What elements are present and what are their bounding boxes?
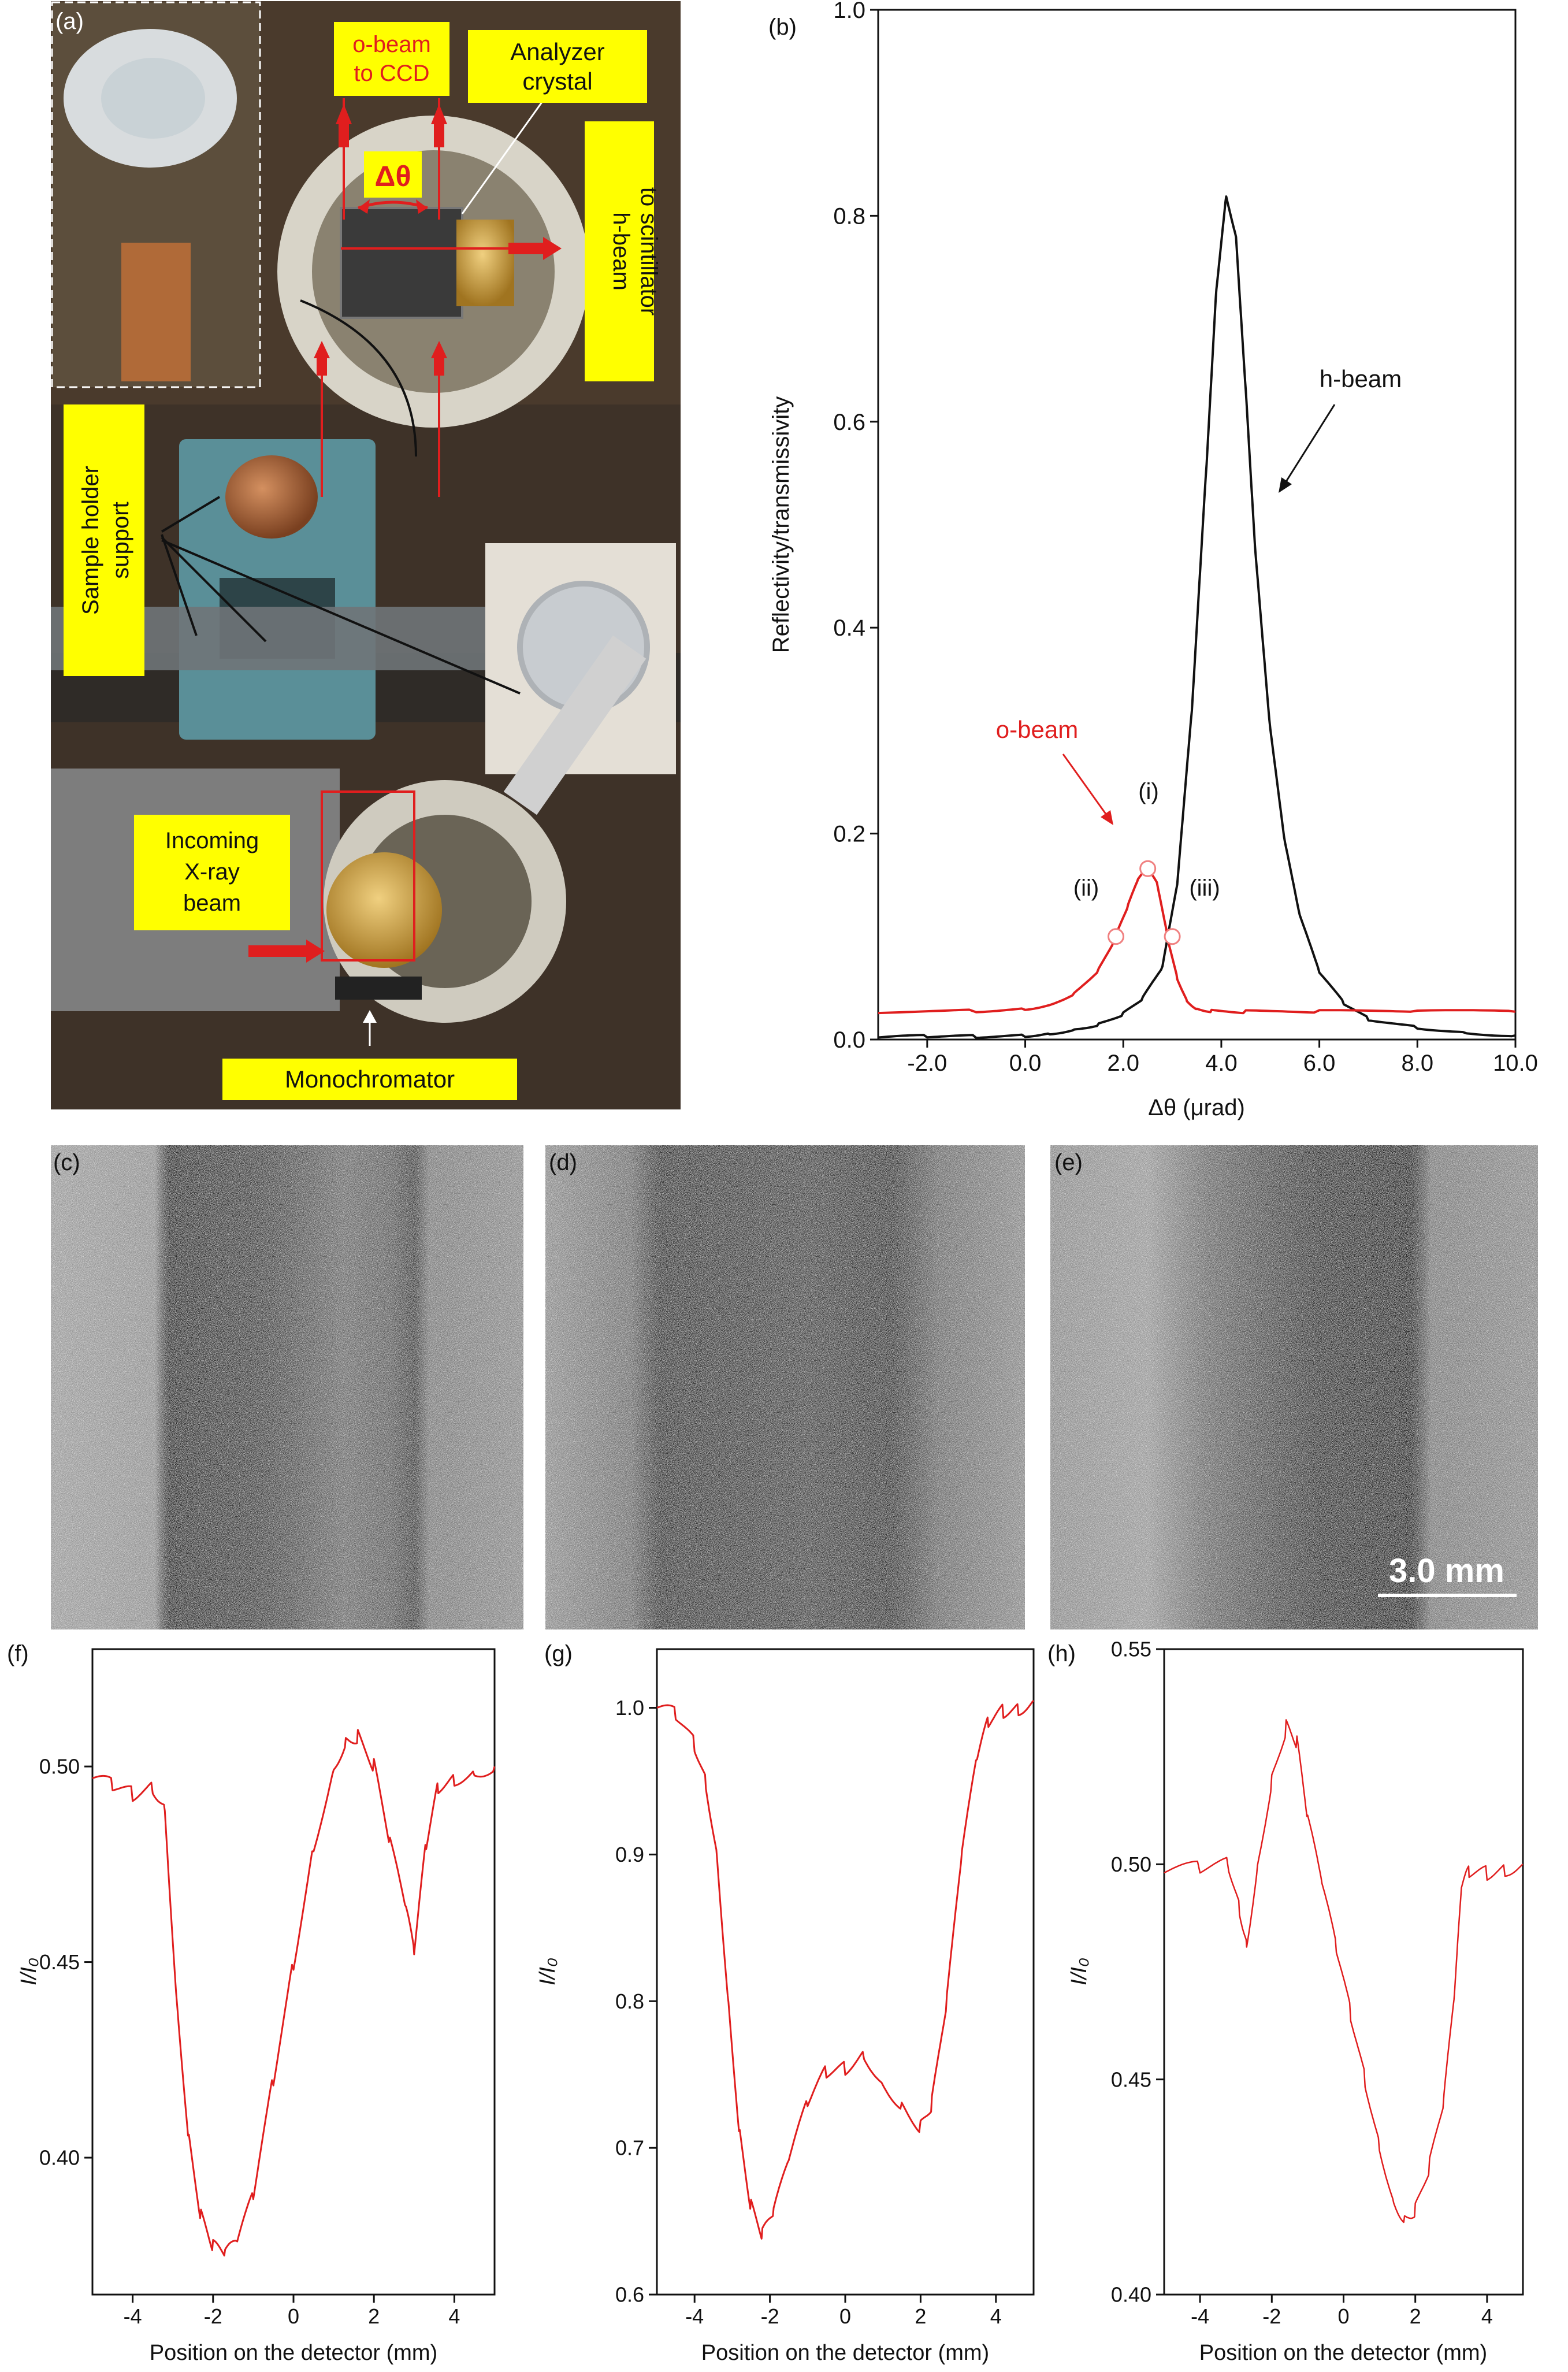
chart-b-xtick-label: 2.0 bbox=[1107, 1050, 1139, 1076]
chart-f-xtick-label: 4 bbox=[448, 2304, 460, 2328]
point-label-i: (i) bbox=[1138, 779, 1159, 804]
chart-h-xtick-label: 0 bbox=[1337, 2304, 1349, 2328]
label-to-scintillator: to scintillator bbox=[636, 187, 662, 315]
panel-label-c: (c) bbox=[53, 1150, 80, 1175]
chart-b-marked-point bbox=[1164, 928, 1181, 945]
chart-h-xtick-label: -4 bbox=[1191, 2304, 1209, 2328]
annotation-h-beam: h-beam bbox=[1320, 365, 1402, 392]
chart-f-xtick-label: -2 bbox=[204, 2304, 222, 2328]
chart-g-xtick-label: 0 bbox=[839, 2304, 851, 2328]
chart-b-xtick-label: 0.0 bbox=[1009, 1050, 1042, 1076]
chart-b-ytick-label: 0.8 bbox=[833, 203, 865, 229]
chart-g-ytick-label: 0.6 bbox=[615, 2283, 644, 2307]
chart-f-ylabel: I/I₀ bbox=[17, 1958, 41, 1985]
chart-f-xtick-label: -4 bbox=[124, 2304, 142, 2328]
point-label-iii: (iii) bbox=[1189, 875, 1220, 901]
chart-f-series-line bbox=[92, 1729, 496, 2256]
chart-h-xlabel: Position on the detector (mm) bbox=[1199, 2341, 1487, 2365]
chart-h-ylabel: I/I₀ bbox=[1067, 1958, 1091, 1985]
label-beam: beam bbox=[183, 890, 241, 916]
label-monochromator: Monochromator bbox=[285, 1066, 455, 1093]
chart-b-ytick-label: 0.4 bbox=[833, 615, 865, 641]
chart-f: (f) -4 -2 0 2 4 0.40 0.45 0.50 Position on the … bbox=[7, 1641, 496, 2365]
chart-g-xlabel: Position on the detector (mm) bbox=[701, 2341, 989, 2365]
label-sample-holder: Sample holder bbox=[78, 466, 103, 615]
label-to-ccd: to CCD bbox=[354, 61, 429, 86]
panel-label-g: (g) bbox=[544, 1641, 573, 1666]
chart-h: (h) -4 -2 0 2 4 0.40 0.45 0.50 0.55 Position on … bbox=[1047, 1638, 1524, 2365]
chart-g-xtick-label: -2 bbox=[761, 2304, 779, 2328]
panel-label-e: (e) bbox=[1054, 1150, 1083, 1175]
chart-b: (b) -2.0 0.0 2.0 4.0 6.0 8.0 10.0 0.0 0.2 0.4 0.6 0… bbox=[768, 0, 1538, 1120]
chart-b-marked-point bbox=[1139, 860, 1157, 877]
chart-f-ytick-label: 0.50 bbox=[39, 1755, 80, 1779]
chart-h-ytick-label: 0.55 bbox=[1111, 1638, 1151, 1661]
annotation-o-beam: o-beam bbox=[996, 716, 1078, 743]
chart-f-xtick-label: 0 bbox=[288, 2304, 299, 2328]
chart-f-ytick-label: 0.40 bbox=[39, 2146, 80, 2170]
chart-g: (g) -4 -2 0 2 4 0.6 0.7 0.8 0.9 1.0 Position on t… bbox=[536, 1641, 1035, 2365]
chart-b-series-line bbox=[878, 867, 1516, 1015]
chart-b-ytick-label: 0.2 bbox=[833, 822, 865, 847]
chart-h-ytick-label: 0.40 bbox=[1111, 2283, 1151, 2307]
chart-f-xtick-label: 2 bbox=[368, 2304, 380, 2328]
chart-h-ytick-label: 0.45 bbox=[1111, 2067, 1151, 2091]
chart-b-xtick-label: 10.0 bbox=[1493, 1050, 1538, 1076]
chart-g-series-line bbox=[656, 1699, 1035, 2240]
chart-b-xtick-label: 4.0 bbox=[1205, 1050, 1238, 1076]
chart-b-marked-point bbox=[1108, 928, 1125, 945]
label-x-ray: X-ray bbox=[184, 859, 240, 885]
chart-f-xlabel: Position on the detector (mm) bbox=[150, 2341, 437, 2365]
chart-g-ytick-label: 0.8 bbox=[615, 1989, 644, 2013]
label-delta-theta: Δθ bbox=[375, 160, 411, 192]
chart-g-xtick-label: 2 bbox=[915, 2304, 926, 2328]
label-incoming: Incoming bbox=[165, 828, 259, 853]
label-crystal: crystal bbox=[522, 68, 592, 95]
panel-label-d: (d) bbox=[549, 1150, 577, 1175]
panel-label-f: (f) bbox=[7, 1641, 29, 1666]
chart-g-ytick-label: 1.0 bbox=[615, 1696, 644, 1720]
panel-label-b: (b) bbox=[768, 14, 797, 40]
chart-b-xtick-label: 8.0 bbox=[1402, 1050, 1434, 1076]
point-label-ii: (ii) bbox=[1073, 875, 1099, 901]
chart-g-ytick-label: 0.9 bbox=[615, 1843, 644, 1866]
chart-h-xtick-label: -2 bbox=[1262, 2304, 1281, 2328]
chart-h-ytick-label: 0.50 bbox=[1111, 1853, 1151, 1876]
chart-g-xtick-label: 4 bbox=[990, 2304, 1002, 2328]
chart-b-frame bbox=[877, 9, 1517, 1041]
chart-b-ytick-label: 1.0 bbox=[833, 0, 865, 23]
chart-g-ylabel: I/I₀ bbox=[536, 1958, 560, 1985]
image-d: (d) bbox=[545, 1145, 1025, 1629]
panel-label-h: (h) bbox=[1047, 1641, 1076, 1666]
chart-f-ytick-label: 0.45 bbox=[39, 1950, 80, 1974]
image-c: (c) bbox=[51, 1145, 523, 1629]
chart-b-xlabel: Δθ (μrad) bbox=[1148, 1095, 1245, 1120]
label-h-beam: h-beam bbox=[608, 212, 634, 291]
image-e: (e) 3.0 mm bbox=[1050, 1145, 1538, 1629]
chart-b-xtick-label: 6.0 bbox=[1303, 1050, 1336, 1076]
chart-b-ylabel: Reflectivity/transmissivity bbox=[768, 396, 794, 654]
chart-b-series-line bbox=[878, 195, 1516, 1040]
photo-panel-a: o-beam to CCD Analyzer crystal Δθ h-beam… bbox=[51, 1, 681, 1109]
chart-g-xtick-label: -4 bbox=[685, 2304, 704, 2328]
scale-bar-label: 3.0 mm bbox=[1389, 1552, 1504, 1590]
chart-b-ytick-label: 0.0 bbox=[833, 1027, 865, 1053]
label-o-beam: o-beam bbox=[352, 32, 431, 57]
chart-h-series-line bbox=[1164, 1719, 1524, 2223]
label-analyzer: Analyzer bbox=[510, 38, 604, 65]
scale-bar bbox=[1378, 1594, 1517, 1597]
chart-b-xtick-label: -2.0 bbox=[907, 1050, 947, 1076]
chart-h-xtick-label: 4 bbox=[1481, 2304, 1493, 2328]
chart-b-ytick-label: 0.6 bbox=[833, 410, 865, 435]
chart-g-ytick-label: 0.7 bbox=[615, 2136, 644, 2160]
label-support: support bbox=[108, 502, 133, 578]
panel-label-a: (a) bbox=[55, 9, 84, 34]
chart-h-xtick-label: 2 bbox=[1410, 2304, 1421, 2328]
